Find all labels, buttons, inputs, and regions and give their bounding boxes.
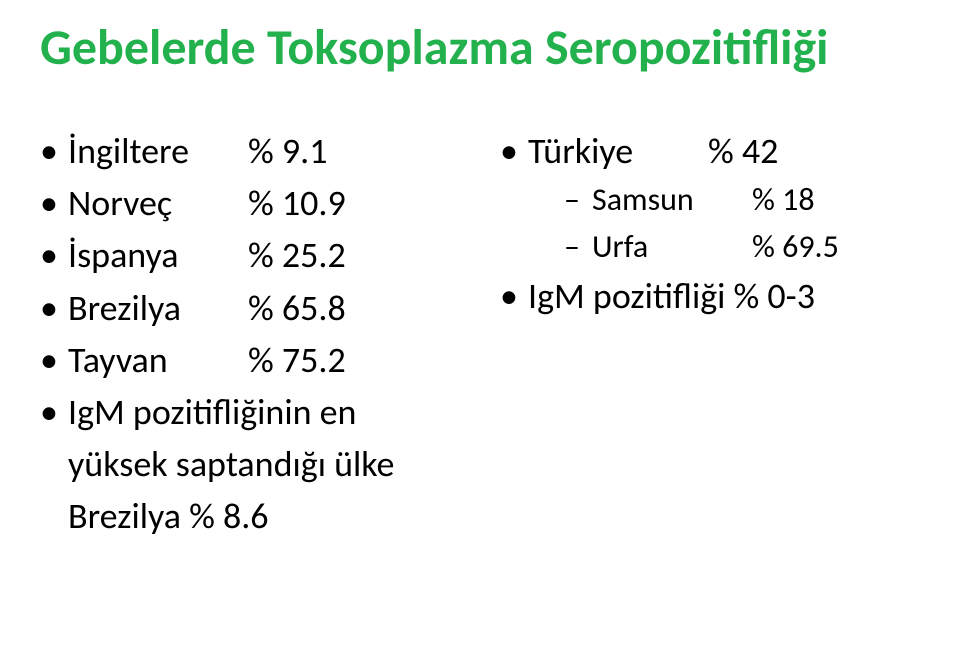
country-value: % 42 xyxy=(708,125,778,177)
country-label: İspanya xyxy=(68,229,248,281)
country-label: Norveç xyxy=(68,177,248,229)
sub-list-item: Samsun % 18 xyxy=(564,177,920,223)
list-item: Norveç % 10.9 xyxy=(40,177,460,229)
country-value: % 75.2 xyxy=(248,334,346,386)
list-item: Türkiye % 42 Samsun % 18 Urfa xyxy=(500,125,920,270)
list-item: IgM pozitifliği % 0-3 xyxy=(500,270,920,322)
sub-value: % 69.5 xyxy=(752,224,839,270)
second-text: IgM pozitifliği % 0-3 xyxy=(528,274,815,318)
sub-list: Samsun % 18 Urfa % 69.5 xyxy=(564,177,920,270)
list-item: Brezilya % 65.8 xyxy=(40,282,460,334)
footer-text: IgM pozitifliğinin en yüksek saptandığı … xyxy=(68,390,394,538)
country-label: Brezilya xyxy=(68,282,248,334)
slide: Gebelerde Toksoplazma Seropozitifliği İn… xyxy=(0,0,960,665)
sub-label: Samsun xyxy=(592,177,752,223)
country-value: % 65.8 xyxy=(248,282,346,334)
sub-label: Urfa xyxy=(592,224,752,270)
right-column: Türkiye % 42 Samsun % 18 Urfa xyxy=(500,125,920,322)
country-value: % 9.1 xyxy=(248,125,327,177)
country-label: Tayvan xyxy=(68,334,248,386)
right-list: Türkiye % 42 Samsun % 18 Urfa xyxy=(500,125,920,270)
country-value: % 10.9 xyxy=(248,177,346,229)
left-list: İngiltere % 9.1 Norveç % 10.9 İspanya % … xyxy=(40,125,460,386)
list-item: Tayvan % 75.2 xyxy=(40,334,460,386)
country-label: İngiltere xyxy=(68,125,248,177)
list-item: İspanya % 25.2 xyxy=(40,229,460,281)
list-item: İngiltere % 9.1 xyxy=(40,125,460,177)
left-column: İngiltere % 9.1 Norveç % 10.9 İspanya % … xyxy=(40,125,460,543)
content-columns: İngiltere % 9.1 Norveç % 10.9 İspanya % … xyxy=(40,125,920,543)
right-second-list: IgM pozitifliği % 0-3 xyxy=(500,270,920,322)
list-item: IgM pozitifliğinin en yüksek saptandığı … xyxy=(40,386,460,543)
left-footer-list: IgM pozitifliğinin en yüksek saptandığı … xyxy=(40,386,460,543)
sub-list-item: Urfa % 69.5 xyxy=(564,224,920,270)
sub-value: % 18 xyxy=(752,177,815,223)
slide-title: Gebelerde Toksoplazma Seropozitifliği xyxy=(40,20,920,75)
country-value: % 25.2 xyxy=(248,229,346,281)
country-label: Türkiye xyxy=(528,125,708,177)
